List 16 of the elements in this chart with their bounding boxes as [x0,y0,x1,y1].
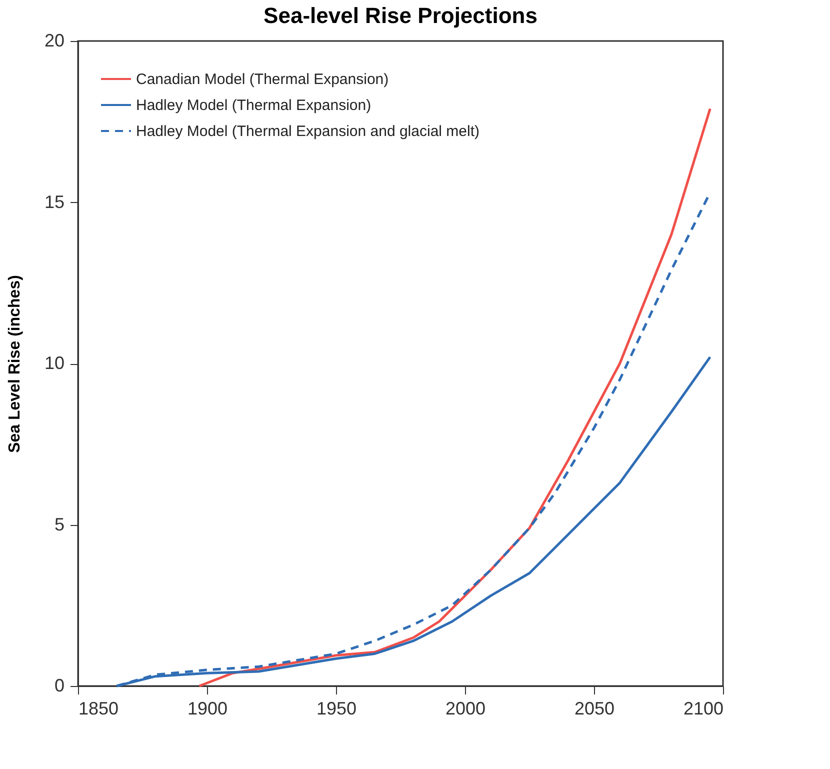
y-tick-label: 20 [44,30,64,50]
x-tick-label: 1850 [78,698,119,718]
legend-label: Hadley Model (Thermal Expansion) [136,97,372,114]
x-tick-label: 2000 [445,698,486,718]
x-tick-label: 1900 [187,698,228,718]
legend-label: Hadley Model (Thermal Expansion and glacial melt) [136,123,480,140]
y-tick-label: 10 [44,353,64,373]
y-tick-label: 15 [44,192,64,212]
y-tick-label: 0 [54,676,64,696]
y-axis-title: Sea Level Rise (inches) [6,275,24,453]
x-tick-label: 1950 [316,698,357,718]
legend-label: Canadian Model (Thermal Expansion) [136,71,389,88]
x-tick-label: 2050 [574,698,615,718]
x-tick-label: 2100 [683,698,724,718]
y-tick-label: 5 [54,514,64,534]
chart-title: Sea-level Rise Projections [264,3,538,28]
